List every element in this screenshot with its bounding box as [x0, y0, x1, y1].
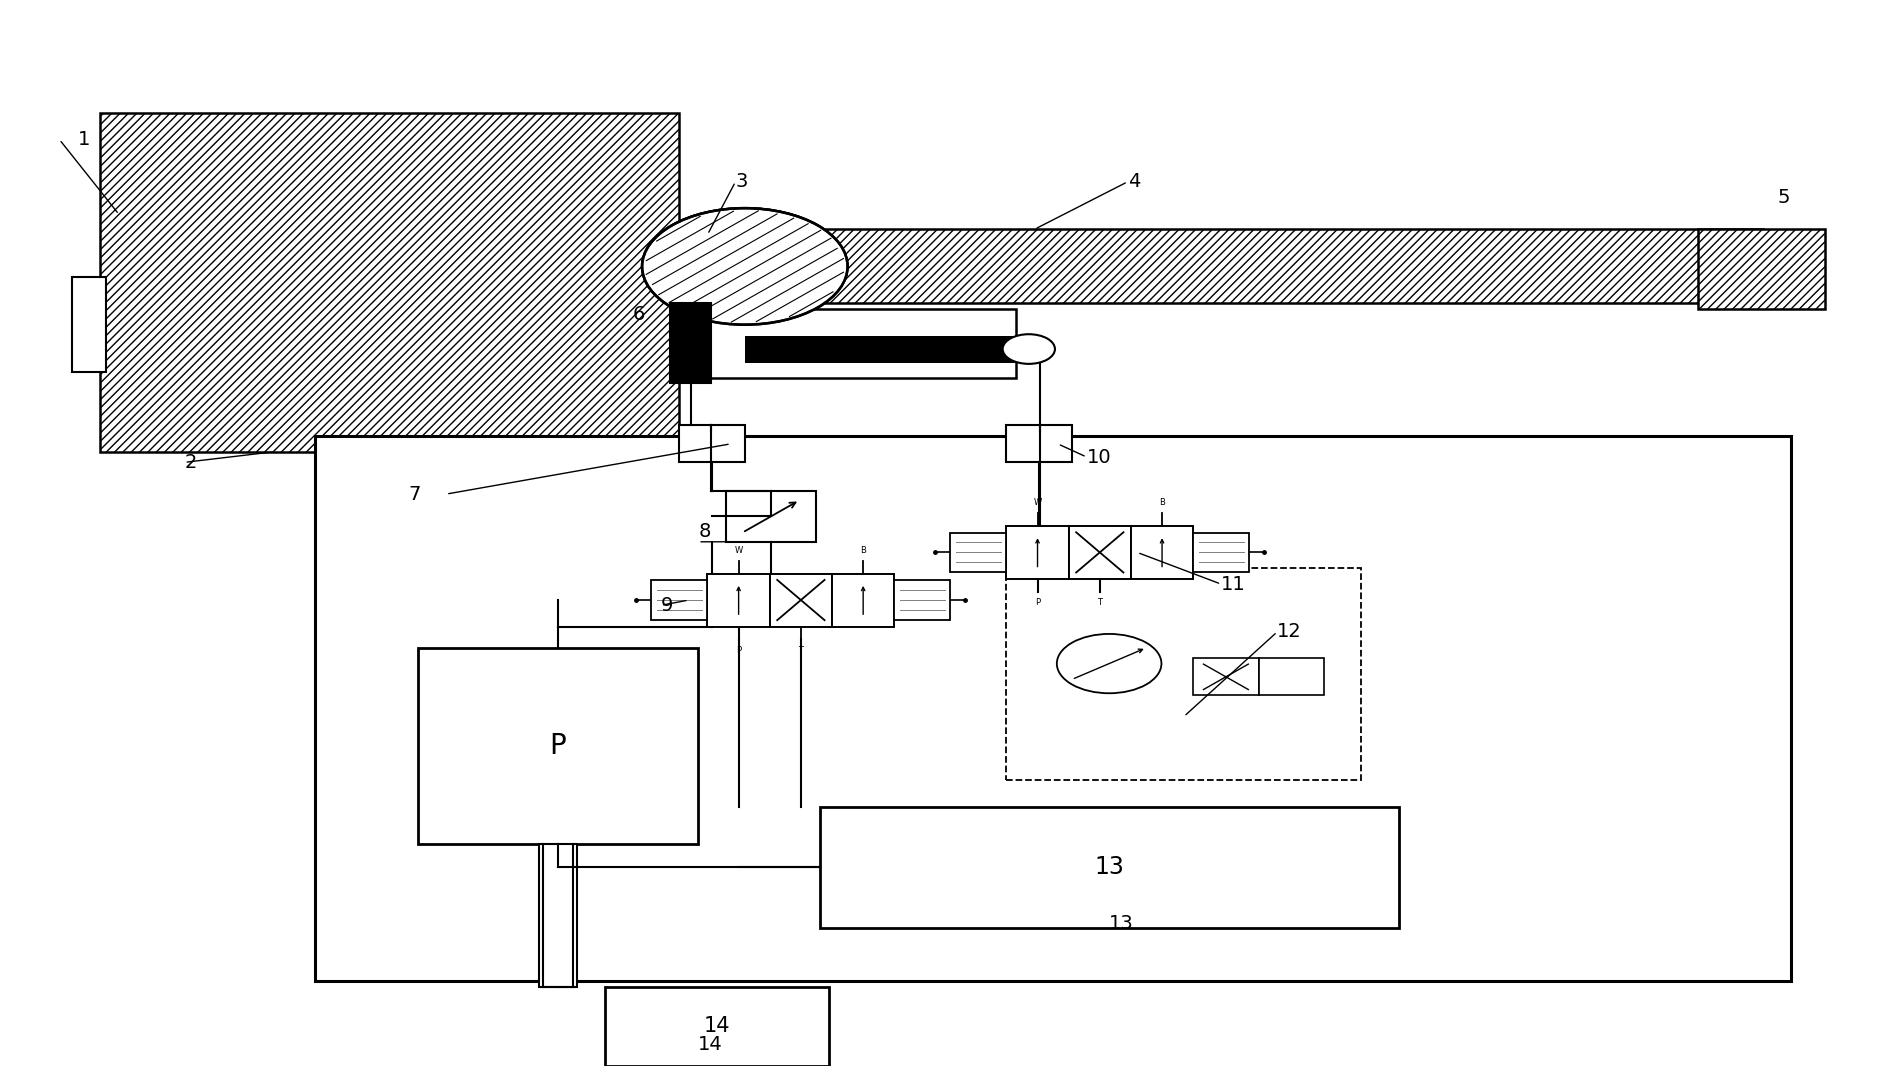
Bar — [1193, 532, 1250, 572]
Bar — [604, 986, 828, 1067]
Bar — [1131, 526, 1193, 578]
Text: 8: 8 — [698, 521, 711, 541]
Text: 5: 5 — [1778, 188, 1790, 207]
Text: P: P — [550, 732, 566, 760]
Text: 14: 14 — [698, 1035, 723, 1055]
Bar — [1007, 425, 1071, 462]
Circle shape — [642, 208, 847, 325]
Bar — [1259, 659, 1323, 695]
Text: W: W — [1033, 498, 1041, 506]
Bar — [540, 843, 576, 986]
Text: P: P — [736, 646, 742, 655]
Bar — [708, 574, 770, 627]
Text: 10: 10 — [1086, 447, 1112, 467]
Bar — [770, 574, 832, 627]
Circle shape — [1058, 634, 1161, 693]
Text: 7: 7 — [408, 485, 422, 503]
Text: 4: 4 — [1127, 172, 1140, 191]
Bar — [314, 436, 1792, 982]
Bar — [832, 574, 894, 627]
Text: 11: 11 — [1221, 575, 1246, 593]
Bar — [651, 580, 708, 620]
Text: T: T — [798, 646, 804, 655]
Bar — [100, 113, 679, 452]
Bar — [726, 491, 815, 542]
Circle shape — [642, 208, 847, 325]
Bar — [1007, 569, 1361, 780]
Bar — [894, 580, 950, 620]
Bar — [819, 807, 1398, 928]
Text: 6: 6 — [632, 305, 646, 324]
Text: 14: 14 — [704, 1016, 730, 1037]
Text: 13: 13 — [1108, 913, 1133, 932]
Bar — [1007, 526, 1069, 578]
Bar — [950, 532, 1007, 572]
Circle shape — [1003, 334, 1056, 364]
Text: 1: 1 — [77, 130, 90, 149]
Text: 12: 12 — [1278, 622, 1302, 642]
Bar — [1698, 230, 1826, 309]
Text: 2: 2 — [184, 453, 198, 472]
Bar — [1193, 659, 1259, 695]
Bar — [670, 309, 1016, 378]
Text: P: P — [1035, 598, 1041, 607]
Text: T: T — [1097, 598, 1103, 607]
Bar — [670, 304, 711, 383]
Bar — [745, 336, 1016, 363]
Bar — [679, 425, 745, 462]
Bar — [1069, 526, 1131, 578]
Text: W: W — [734, 545, 743, 555]
Text: 3: 3 — [736, 172, 747, 191]
Text: B: B — [1159, 498, 1165, 506]
Bar — [745, 230, 1763, 304]
Text: 9: 9 — [661, 596, 674, 615]
Bar — [418, 648, 698, 843]
Text: B: B — [860, 545, 866, 555]
Text: 13: 13 — [1093, 855, 1124, 880]
Bar — [72, 277, 105, 372]
